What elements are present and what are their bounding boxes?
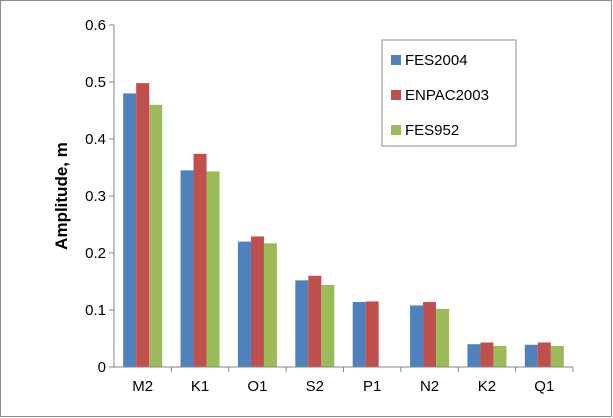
x-tick-labels: M2 K1 O1 S2 P1 N2 K2 Q1 (132, 367, 574, 395)
legend-label-fes952: FES952 (405, 122, 459, 139)
bar-n2-fes952 (436, 308, 450, 367)
y-tick-label: 0.1 (85, 302, 106, 319)
x-tick-label: P1 (363, 378, 381, 395)
y-axis-label: Amplitude, m (52, 142, 71, 250)
bar-k1-fes952 (206, 171, 220, 367)
x-tick-label: N2 (420, 378, 439, 395)
bar-q1-enpac2003 (537, 342, 551, 367)
bar-p1-fes2004 (352, 302, 366, 367)
legend-swatch-fes2004 (391, 55, 401, 65)
bar-s2-enpac2003 (308, 275, 322, 367)
x-tick-label: M2 (132, 378, 153, 395)
x-tick-label: Q1 (534, 378, 554, 395)
bar-o1-fes2004 (237, 241, 251, 367)
bar-o1-enpac2003 (250, 236, 264, 367)
bar-s2-fes952 (321, 284, 335, 367)
bar-k2-fes2004 (467, 344, 481, 367)
x-tick-label: K1 (191, 378, 209, 395)
bar-m2-enpac2003 (136, 83, 150, 367)
x-tick-label: O1 (247, 378, 267, 395)
bars-group (123, 83, 564, 368)
legend-label-enpac2003: ENPAC2003 (405, 87, 489, 104)
bar-m2-fes952 (149, 104, 163, 368)
legend-swatch-fes952 (391, 125, 401, 135)
y-tick-label: 0.5 (85, 74, 106, 91)
bar-k1-enpac2003 (193, 153, 207, 367)
legend-box (381, 39, 517, 147)
x-tick-label: K2 (478, 378, 496, 395)
bar-k2-enpac2003 (480, 342, 494, 367)
bar-k1-fes2004 (180, 170, 194, 367)
y-ticks: 0 0.1 0.2 0.3 0.4 0.5 0.6 (85, 17, 114, 376)
y-tick-label: 0.6 (85, 17, 106, 34)
y-tick-label: 0.4 (85, 131, 106, 148)
bar-n2-enpac2003 (423, 302, 437, 367)
bar-n2-fes2004 (410, 305, 424, 367)
bar-m2-fes2004 (123, 93, 137, 368)
legend-swatch-enpac2003 (391, 90, 401, 100)
y-tick-label: 0.3 (85, 188, 106, 205)
bar-q1-fes2004 (524, 344, 538, 367)
bar-p1-enpac2003 (365, 301, 379, 367)
bar-s2-fes2004 (295, 280, 309, 367)
y-tick-label: 0 (98, 359, 106, 376)
y-tick-label: 0.2 (85, 245, 106, 262)
bar-q1-fes952 (550, 345, 564, 367)
bar-o1-fes952 (263, 243, 277, 367)
legend-label-fes2004: FES2004 (405, 52, 468, 69)
legend: FES2004 ENPAC2003 FES952 (381, 39, 517, 147)
bar-k2-fes952 (493, 345, 507, 367)
x-tick-label: S2 (306, 378, 324, 395)
